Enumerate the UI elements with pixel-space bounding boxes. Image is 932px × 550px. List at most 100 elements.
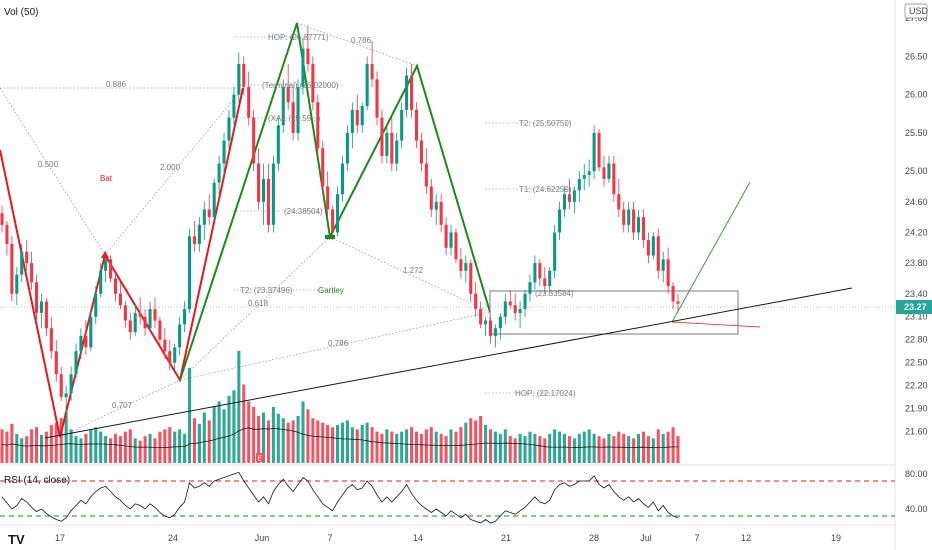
candle (612, 155, 616, 202)
rsi-indicator-title: RSI (14, close) (4, 475, 70, 486)
volume-bar (622, 433, 626, 463)
volume-bar (59, 418, 63, 463)
volume-bars (0, 351, 680, 463)
volume-bar (326, 424, 330, 463)
candle (360, 102, 364, 133)
candle (513, 293, 517, 321)
candle (553, 224, 557, 279)
candle (331, 205, 335, 241)
candle (523, 289, 527, 317)
volume-bar (513, 438, 517, 463)
volume-bar (257, 415, 261, 463)
candle (558, 201, 562, 241)
candle (128, 312, 132, 340)
volume-bar (197, 423, 201, 463)
volume-bar (252, 407, 256, 463)
volume-bar (395, 433, 399, 463)
last-price-label: 23.27 (904, 302, 927, 312)
volume-bar (592, 433, 596, 463)
candle (261, 163, 266, 225)
candle (271, 155, 275, 233)
bat-ratio-ab: 0.500 (38, 160, 59, 169)
volume-bar (543, 438, 547, 463)
candle (336, 186, 340, 237)
volume-bar (350, 427, 354, 463)
bat-ac-dotted (59, 379, 181, 438)
volume-bar (217, 401, 221, 463)
candle (187, 228, 192, 313)
price-tick-label: 21.90 (905, 404, 928, 414)
volume-bar (192, 418, 196, 463)
candle (202, 201, 206, 241)
xa-label: (XA): (25.55...) (268, 114, 321, 123)
candle (666, 247, 670, 294)
candle (84, 320, 88, 356)
projection-down-line (671, 321, 761, 328)
trend-line (44, 287, 853, 439)
candle (133, 305, 137, 336)
time-tick-label: 7 (327, 533, 332, 543)
candle (345, 125, 349, 172)
volume-bar (414, 431, 419, 463)
low-level-label: (24.38504) (284, 207, 323, 216)
volume-bar (242, 384, 246, 463)
candle (74, 343, 78, 379)
volume-bar (587, 429, 591, 463)
volume-bar (469, 418, 473, 463)
candle (636, 209, 641, 241)
candle (286, 63, 290, 110)
bat-xb-dotted (0, 87, 106, 256)
volume-bar (676, 436, 680, 463)
candle (370, 40, 374, 87)
volume-bar (296, 415, 300, 463)
time-tick-label: 14 (413, 533, 423, 543)
t1-top-label: T1: (24.62259) (519, 185, 572, 194)
candle (622, 201, 626, 233)
volume-bar (25, 436, 29, 463)
candle (168, 339, 172, 371)
volume-bar (153, 438, 157, 463)
candle (651, 232, 655, 260)
price-tick-label: 22.50 (905, 358, 928, 368)
bat-ratio-bc: 2.000 (160, 163, 181, 172)
terminal-label: (Terminal) (26.02000) (262, 81, 339, 90)
volume-bar (390, 431, 394, 463)
candle (503, 293, 507, 325)
volume-bar (656, 429, 660, 463)
candle (533, 255, 537, 290)
candle (395, 132, 399, 172)
volume-bar (143, 436, 147, 463)
pattern-labels: HOP: (26.87771) (Terminal) (26.02000) (X… (38, 33, 576, 410)
volume-bar (286, 422, 290, 463)
candle (429, 178, 433, 218)
volume-bar (276, 413, 280, 463)
volume-bar (163, 429, 167, 463)
candle (479, 301, 483, 329)
volume-bar (168, 427, 172, 463)
time-tick-label: 17 (55, 533, 65, 543)
candle (434, 194, 438, 225)
candle (390, 117, 394, 172)
candle (627, 201, 631, 233)
volume-bar (671, 427, 675, 463)
volume-bar (607, 433, 611, 463)
gartley-b-marker (325, 235, 335, 239)
volume-bar (133, 438, 137, 463)
volume-bar (202, 412, 206, 463)
volume-bar (365, 422, 369, 463)
candle (138, 297, 142, 325)
volume-bar (400, 431, 404, 463)
candle (252, 109, 256, 172)
volume-bar (39, 435, 44, 463)
candle (572, 186, 576, 214)
volume-bar (577, 433, 581, 463)
volume-bar (321, 422, 325, 463)
volume-bar (370, 427, 374, 463)
candle (89, 309, 93, 352)
candle (464, 255, 468, 283)
volume-bar (449, 429, 453, 463)
volume-bar (424, 429, 428, 463)
candle (587, 159, 591, 187)
volume-bar (444, 436, 448, 463)
